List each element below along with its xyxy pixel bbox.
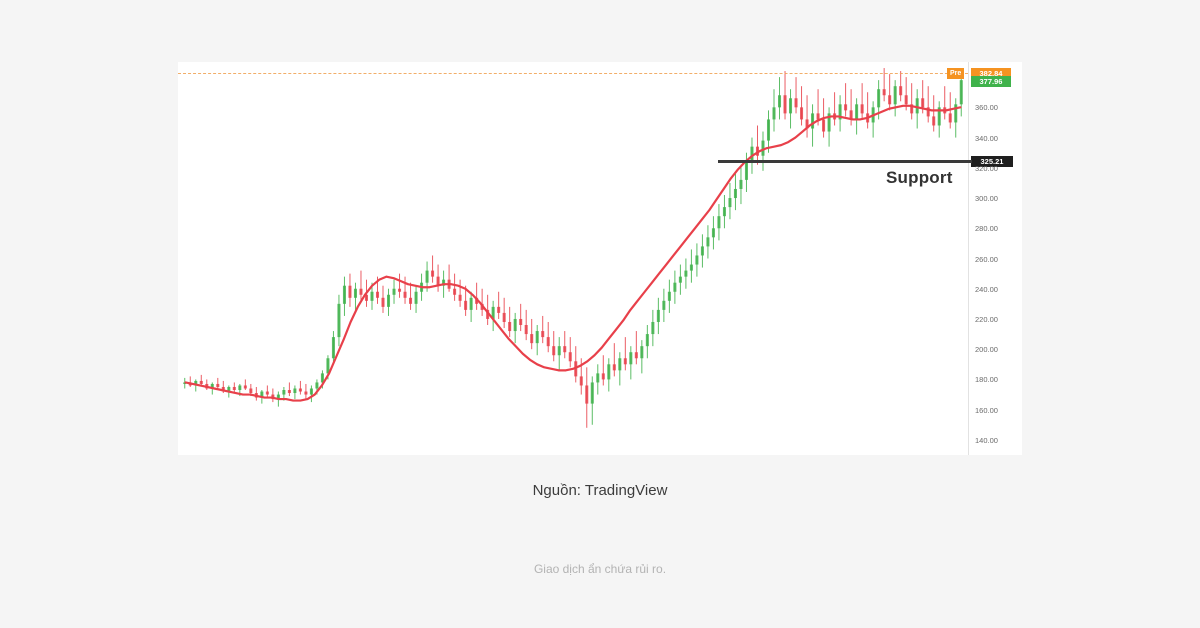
support-level-line[interactable] [718, 159, 968, 163]
price-tick-label: 320.00 [975, 163, 998, 173]
last-price-badge: 377.96 [971, 76, 1011, 88]
price-tick-label: 220.00 [975, 314, 998, 324]
price-tick-label: 180.00 [975, 375, 998, 385]
price-tick-label: 200.00 [975, 345, 998, 355]
risk-disclaimer: Giao dịch ẩn chứa rủi ro. [533, 562, 667, 576]
chart-plot-area[interactable]: Support [178, 62, 968, 455]
price-tick-label: 340.00 [975, 133, 998, 143]
price-tick-label: 140.00 [975, 435, 998, 445]
price-scale-axis[interactable]: Pre 382.84 377.96 325.21 360.00 340.00 320… [947, 62, 1022, 455]
price-tick-label: 300.00 [975, 194, 998, 204]
support-annotation-label: Support [886, 167, 953, 187]
premarket-price-badge: 382.84 [971, 67, 1011, 79]
price-tick-label: 240.00 [975, 284, 998, 294]
support-price-badge: 325.21 [971, 155, 1013, 167]
tradingview-chart-widget[interactable]: Support Pre 382.84 377.96 325.21 360.00 3… [178, 62, 1022, 455]
candlestick-series [183, 68, 963, 428]
price-tick-label: 260.00 [975, 254, 998, 264]
premarket-tag-badge: Pre [947, 67, 965, 79]
price-tick-label: 280.00 [975, 224, 998, 234]
price-tick-label: 160.00 [975, 405, 998, 415]
premarket-level-line [178, 72, 968, 74]
price-tick-label: 360.00 [975, 103, 998, 113]
source-caption: Nguồn: TradingView [532, 482, 668, 499]
support-scale-tick [968, 159, 972, 163]
